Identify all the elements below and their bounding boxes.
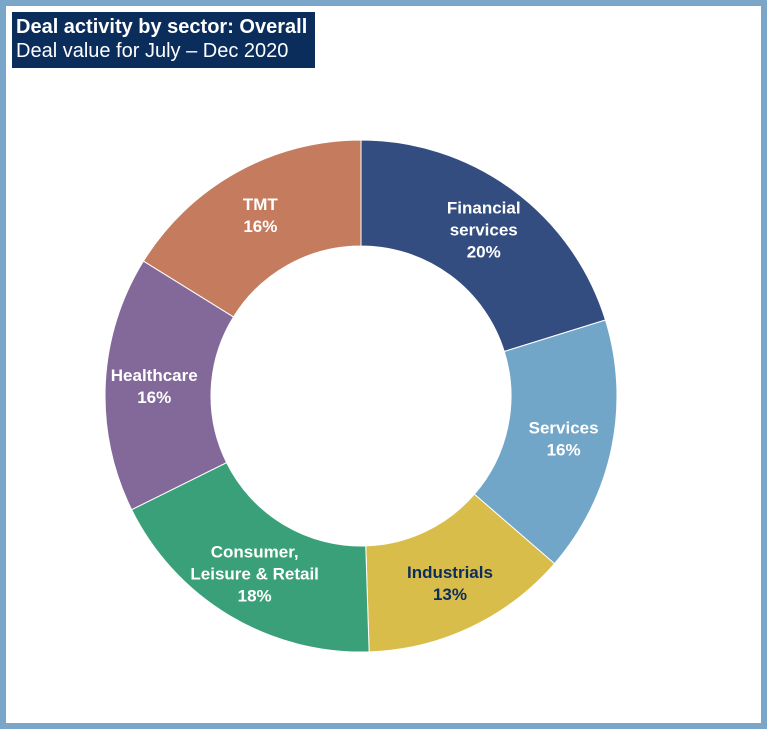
slice-name-label: Services: [529, 418, 599, 437]
slice-name-label: Consumer,: [211, 543, 299, 562]
slice-label-consumer-leisure-retail: Consumer, Leisure & Retail 18%: [190, 543, 319, 606]
slice-label-tmt: TMT 16%: [243, 195, 279, 236]
slice-value-label: 16%: [547, 440, 581, 459]
slice-consumer-leisure-retail: [130, 461, 370, 653]
donut-labels: Financial services 20% Services 16% Industria…: [111, 195, 599, 605]
slice-name-label: Financial: [447, 198, 521, 217]
slice-tmt: [142, 139, 362, 318]
slice-name-label: Leisure & Retail: [190, 565, 319, 584]
slice-name-label: Healthcare: [111, 366, 198, 385]
slice-label-financial-services: Financial services 20%: [447, 198, 521, 261]
slice-name-label: Industrials: [407, 563, 493, 582]
slice-label-industrials: Industrials 13%: [407, 563, 493, 604]
slice-services: [473, 319, 618, 565]
slice-value-label: 13%: [433, 585, 467, 604]
slice-value-label: 16%: [243, 217, 277, 236]
slice-name-label: TMT: [243, 195, 279, 214]
slice-value-label: 18%: [238, 587, 272, 606]
slice-healthcare: [104, 260, 235, 511]
donut-slices: [104, 139, 618, 653]
slice-value-label: 16%: [137, 388, 171, 407]
chart-subtitle: Deal value for July – Dec 2020: [16, 40, 289, 62]
title-banner: Deal activity by sector: Overall Deal va…: [12, 12, 316, 68]
chart-title: Deal activity by sector: Overall: [16, 16, 308, 38]
slice-financial-services: [360, 139, 607, 353]
slice-label-services: Services 16%: [529, 418, 599, 459]
slice-label-healthcare: Healthcare 16%: [111, 366, 198, 407]
slice-value-label: 20%: [467, 242, 501, 261]
slice-name-label: services: [450, 220, 518, 239]
